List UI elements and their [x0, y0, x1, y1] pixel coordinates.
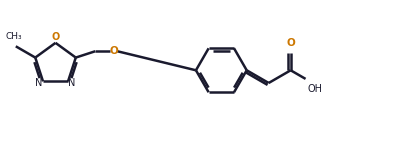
- Text: CH₃: CH₃: [6, 32, 22, 41]
- Text: O: O: [51, 32, 59, 42]
- Text: N: N: [35, 78, 43, 88]
- Text: O: O: [109, 46, 118, 56]
- Text: N: N: [68, 78, 76, 88]
- Text: O: O: [286, 38, 294, 48]
- Text: OH: OH: [307, 84, 322, 94]
